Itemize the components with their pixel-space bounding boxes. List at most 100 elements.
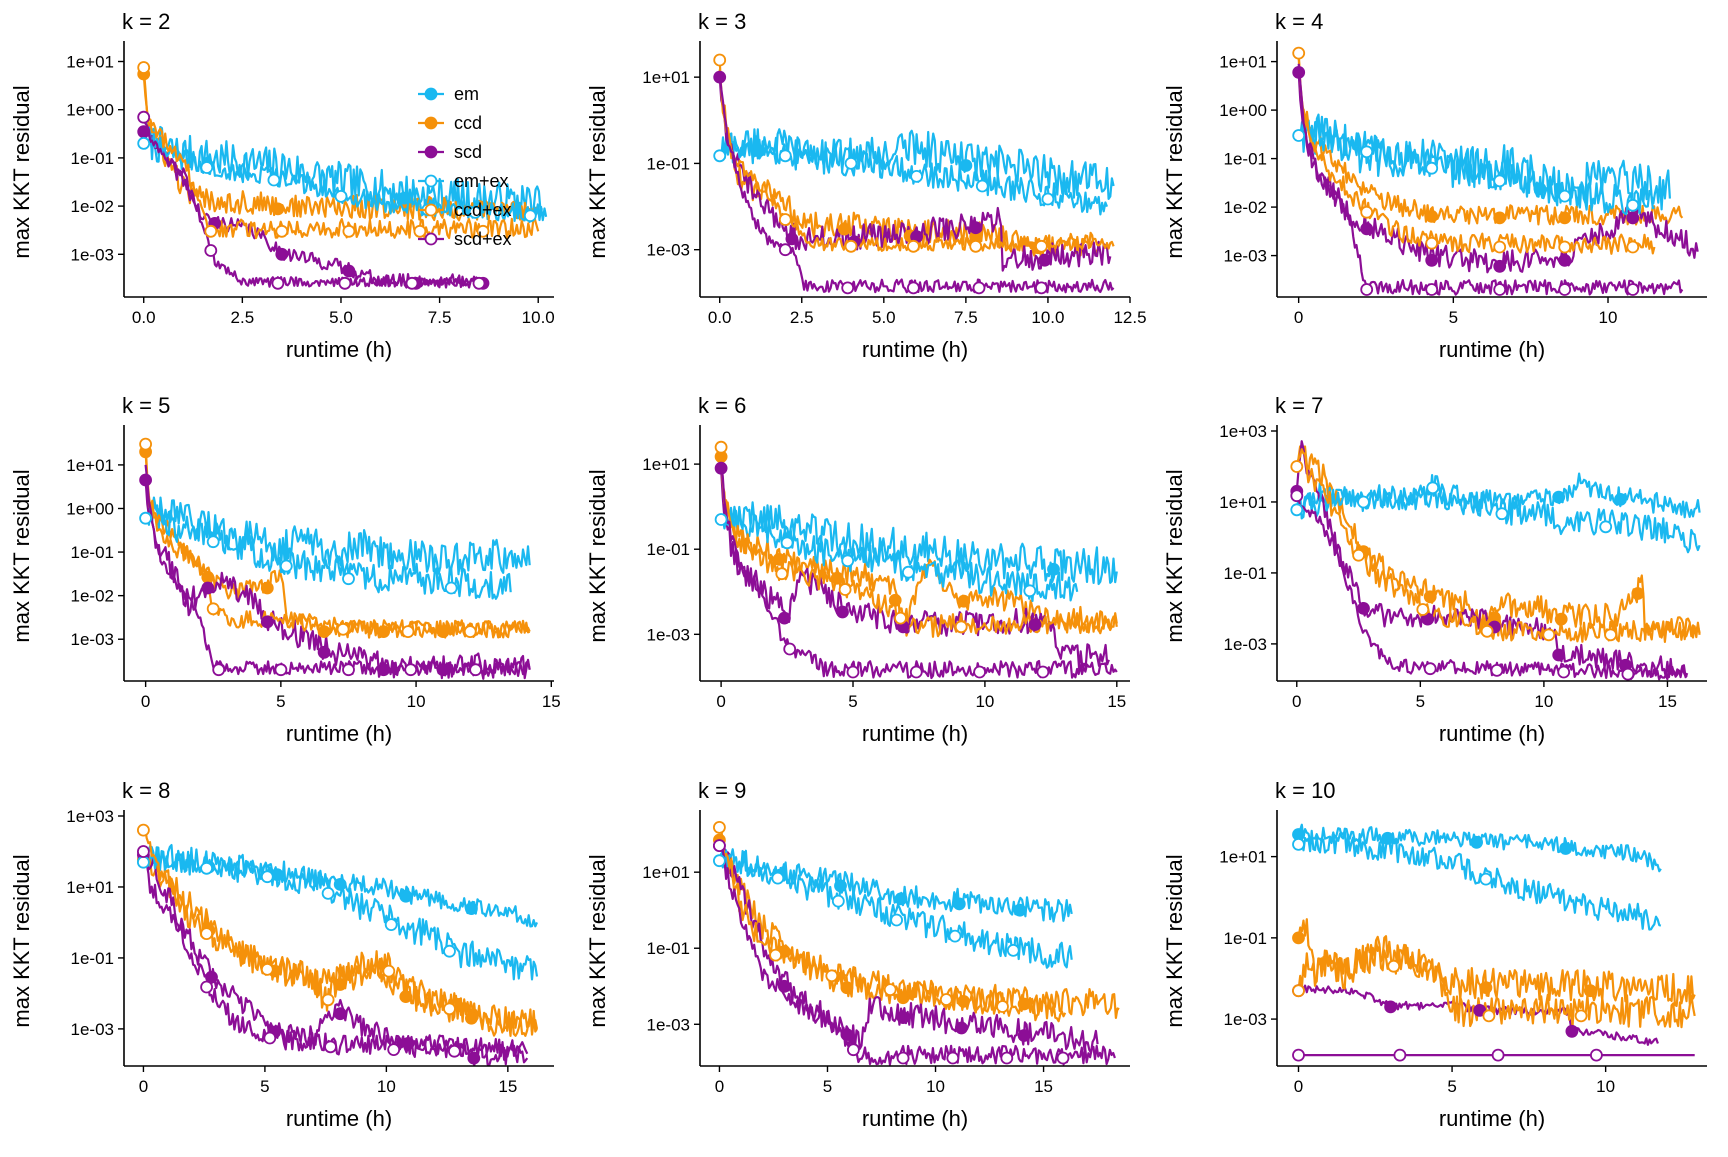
panel-title: k = 2	[122, 9, 170, 34]
series-marker-scd	[836, 605, 849, 619]
series-marker-ccd	[1631, 587, 1645, 600]
x-axis-title: runtime (h)	[286, 721, 392, 746]
series-marker-em-plus-ex	[975, 179, 989, 193]
x-tick-label: 10	[407, 692, 426, 711]
series-marker-ccd-plus-ex	[1604, 628, 1617, 642]
series-marker-em	[1533, 182, 1547, 196]
series-marker-scd-plus-ex	[783, 642, 797, 656]
series-marker-em	[834, 879, 847, 893]
series-marker-ccd	[377, 625, 391, 638]
series-marker-scd-plus-ex	[324, 1040, 337, 1054]
series-lines	[1297, 823, 1696, 1057]
series-marker-scd	[840, 1028, 854, 1041]
series-marker-scd	[777, 979, 791, 993]
series-marker-em	[333, 878, 347, 891]
series-marker-scd-plus-ex	[973, 665, 986, 679]
y-axis-title: max KKT residual	[1162, 854, 1187, 1027]
series-line-scd-plus-ex	[1296, 494, 1688, 681]
series-marker-scd-plus-ex	[447, 1044, 461, 1058]
y-axis-title: max KKT residual	[585, 85, 610, 258]
series-marker-em-plus-ex	[137, 136, 151, 150]
panel-title: k = 8	[122, 778, 170, 803]
series-marker-scd	[1360, 222, 1374, 236]
series-marker-ccd	[271, 202, 285, 216]
x-tick-label: 5	[1449, 308, 1458, 327]
series-marker-scd-plus-ex	[846, 665, 860, 679]
chart-panel-k10: k = 10 0 5 10 1e-03 1e-01 1e+01 runtime (h) max …	[1162, 778, 1707, 1131]
series-marker-ccd	[436, 625, 450, 638]
series-marker-scd-plus-ex	[1493, 283, 1507, 296]
series-lines	[1297, 53, 1699, 296]
series-marker-ccd-plus-ex	[778, 213, 792, 226]
series-line-ccd-plus-ex	[1297, 53, 1656, 255]
series-line-em-plus-ex	[1298, 119, 1656, 216]
series-marker-scd-plus-ex	[1393, 1048, 1407, 1062]
series-line-ccd-plus-ex	[718, 59, 1115, 252]
series-marker-scd	[1028, 618, 1042, 631]
panel-title: k = 5	[122, 393, 170, 418]
y-tick-label: 1e-03	[647, 625, 690, 644]
series-marker-ccd	[333, 978, 347, 991]
x-tick-label: 12.5	[1113, 308, 1146, 327]
y-tick-label: 1e-01	[647, 939, 690, 958]
series-marker-ccd	[957, 594, 971, 608]
series-marker-scd	[714, 461, 728, 475]
x-tick-label: 10	[377, 1077, 396, 1096]
series-marker-ccd	[399, 990, 413, 1003]
series-marker-em-plus-ex	[780, 536, 794, 550]
series-marker-em	[1381, 831, 1394, 845]
y-tick-label: 1e+01	[66, 456, 114, 475]
y-tick-label: 1e+00	[1219, 101, 1267, 120]
y-tick-label: 1e+03	[66, 807, 114, 826]
series-marker-ccd	[1423, 590, 1437, 604]
series-marker-ccd-plus-ex	[204, 224, 218, 238]
x-tick-label: 0.0	[132, 308, 156, 327]
series-marker-scd-plus-ex	[1491, 1048, 1505, 1062]
series-marker-scd-plus-ex	[896, 1051, 910, 1065]
series-marker-em-plus-ex	[1292, 129, 1306, 142]
y-tick-label: 1e-03	[1224, 635, 1267, 654]
series-marker-em-plus-ex	[444, 581, 458, 595]
series-marker-scd	[137, 125, 151, 139]
y-tick-label: 1e+01	[642, 455, 690, 474]
series-line-em-plus-ex	[145, 502, 512, 600]
series-line-scd-plus-ex	[142, 116, 484, 288]
series-marker-em-plus-ex	[1495, 507, 1509, 521]
series-marker-em-plus-ex	[1599, 520, 1613, 534]
chart-panel-k6: k = 6 0 5 10 15 1e-03 1e-01 1e+01 runtime (h) max…	[585, 393, 1130, 746]
x-tick-label: 15	[542, 692, 561, 711]
chart-panel-k4: k = 4 0 5 10 1e-03 1e-02 1e-01 1e+00 1e+01 runtim…	[1162, 9, 1707, 362]
series-line-em-plus-ex	[720, 505, 1079, 602]
series-marker-em-plus-ex	[841, 554, 855, 568]
series-marker-scd	[713, 70, 727, 84]
x-tick-label: 5	[276, 692, 285, 711]
series-marker-scd-plus-ex	[469, 663, 483, 677]
y-tick-label: 1e-02	[71, 587, 114, 606]
series-marker-scd-plus-ex	[1626, 283, 1640, 296]
series-marker-scd-plus-ex	[847, 1043, 860, 1057]
panel-title: k = 6	[698, 393, 746, 418]
panel-title: k = 7	[1275, 393, 1323, 418]
x-tick-label: 0	[715, 1077, 724, 1096]
y-tick-label: 1e+01	[1219, 53, 1267, 72]
legend-key-marker	[424, 145, 438, 159]
series-marker-scd	[1292, 66, 1306, 79]
y-tick-label: 1e-01	[1224, 929, 1267, 948]
series-marker-scd	[1357, 602, 1370, 615]
series-markers	[1290, 460, 1645, 681]
x-tick-label: 10	[926, 1077, 945, 1096]
y-tick-label: 1e-01	[1224, 150, 1267, 169]
x-axis-title: runtime (h)	[862, 721, 968, 746]
series-marker-em-plus-ex	[1290, 503, 1304, 517]
series-marker-scd-plus-ex	[946, 1051, 960, 1065]
series-marker-ccd	[1479, 981, 1493, 994]
y-tick-label: 1e-01	[1224, 564, 1267, 583]
series-marker-scd	[201, 581, 215, 595]
series-marker-em-plus-ex	[1041, 192, 1055, 206]
series-marker-em	[959, 159, 973, 172]
series-marker-ccd-plus-ex	[200, 927, 214, 940]
series-marker-em-plus-ex	[206, 535, 220, 549]
series-marker-scd	[1473, 1004, 1487, 1017]
series-marker-em-plus-ex	[910, 169, 923, 183]
y-tick-label: 1e+00	[66, 499, 114, 518]
